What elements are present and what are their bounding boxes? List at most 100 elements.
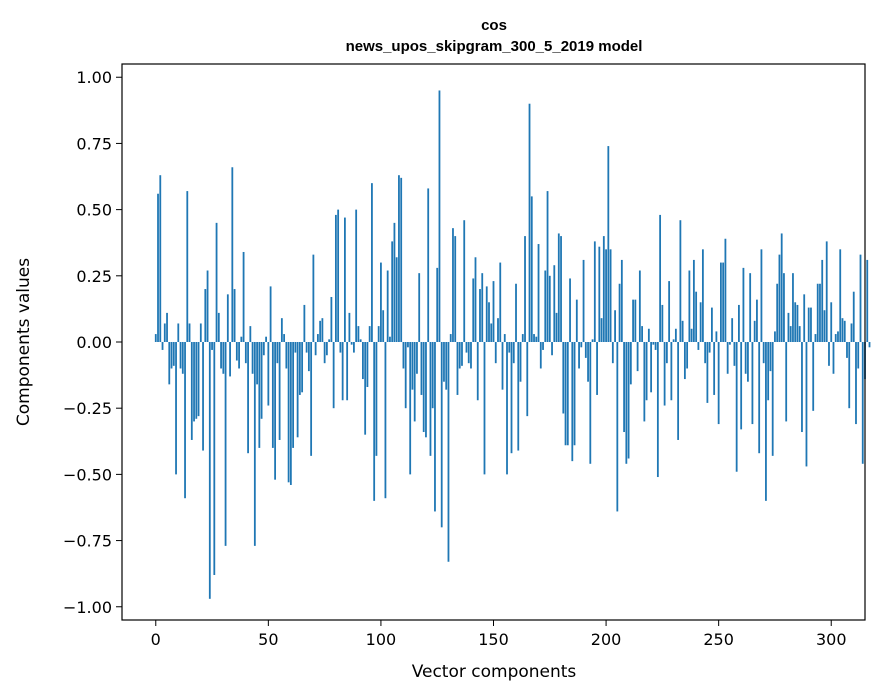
bar xyxy=(249,326,252,342)
bar xyxy=(837,331,839,342)
bar xyxy=(729,342,731,345)
bar xyxy=(742,267,745,342)
bar xyxy=(298,342,301,395)
y-tick-label: 0.00 xyxy=(76,333,112,352)
bar xyxy=(398,175,400,342)
bar xyxy=(735,342,738,472)
bar xyxy=(807,307,810,342)
bar xyxy=(305,342,308,353)
bar xyxy=(449,334,452,342)
bar xyxy=(377,326,380,342)
bar xyxy=(656,342,659,478)
bar xyxy=(796,304,799,342)
bar xyxy=(783,273,785,342)
bar xyxy=(533,334,535,342)
bar xyxy=(787,312,790,342)
x-tick-label: 0 xyxy=(151,630,161,649)
bar xyxy=(598,246,601,342)
bar xyxy=(521,334,524,342)
bar xyxy=(253,342,256,546)
bar xyxy=(690,328,693,342)
bar xyxy=(348,312,351,342)
bar xyxy=(645,342,648,401)
bar xyxy=(785,342,788,422)
bar xyxy=(517,342,520,451)
bar xyxy=(758,342,761,454)
bar xyxy=(557,233,560,342)
bar xyxy=(332,342,335,409)
bar xyxy=(445,342,448,390)
bar xyxy=(452,228,454,342)
x-tick-label: 150 xyxy=(478,630,509,649)
bar xyxy=(229,342,231,377)
bar xyxy=(307,342,310,372)
bar xyxy=(256,342,258,385)
bar xyxy=(564,342,567,446)
bar xyxy=(474,257,477,342)
bar xyxy=(184,342,186,499)
bar xyxy=(476,342,479,401)
bar xyxy=(280,318,283,342)
bar xyxy=(217,312,220,342)
bar xyxy=(740,342,743,430)
bar xyxy=(575,299,578,342)
bar xyxy=(605,249,607,342)
bar xyxy=(747,342,749,382)
bar xyxy=(769,342,772,372)
bar xyxy=(857,342,860,369)
bar xyxy=(632,299,634,342)
x-axis-ticks: 0 50 100 150 200 250 300 xyxy=(151,620,847,649)
bar xyxy=(179,342,182,369)
bar xyxy=(271,342,274,448)
bar xyxy=(569,278,571,342)
bar xyxy=(717,342,720,425)
bar xyxy=(285,342,288,369)
bar xyxy=(659,214,662,342)
y-tick-label: −0.50 xyxy=(63,465,112,484)
bar xyxy=(695,291,698,342)
bar xyxy=(524,236,526,342)
bar xyxy=(454,236,457,342)
bar xyxy=(841,318,844,342)
bar xyxy=(688,270,691,342)
bar xyxy=(834,334,837,342)
bar xyxy=(812,342,815,411)
bar xyxy=(314,342,317,356)
bar xyxy=(319,320,322,342)
bar xyxy=(823,310,826,342)
bar xyxy=(683,342,686,380)
bar xyxy=(485,286,488,342)
bar xyxy=(231,167,234,342)
bar xyxy=(438,90,441,342)
x-tick-label: 250 xyxy=(703,630,734,649)
bar xyxy=(357,326,360,342)
bar xyxy=(566,342,569,446)
bar xyxy=(443,342,445,382)
bar xyxy=(738,304,740,342)
bar xyxy=(519,342,522,382)
bar xyxy=(530,196,533,342)
bar xyxy=(706,342,709,403)
bar xyxy=(582,259,585,342)
y-tick-label: 1.00 xyxy=(76,68,112,87)
bar xyxy=(542,342,544,350)
bar xyxy=(625,342,628,464)
bar xyxy=(571,342,574,462)
bar xyxy=(512,342,515,364)
bar xyxy=(692,259,695,342)
bar xyxy=(816,283,819,342)
bar xyxy=(794,302,797,342)
bar xyxy=(355,209,358,342)
bar xyxy=(866,259,869,342)
bar xyxy=(614,310,616,342)
bar xyxy=(526,342,529,417)
bar xyxy=(177,323,180,342)
bar xyxy=(654,342,657,350)
bar xyxy=(825,241,828,342)
bar xyxy=(508,342,511,353)
bar xyxy=(670,342,673,401)
bar xyxy=(578,342,580,369)
bar xyxy=(528,103,531,343)
bar xyxy=(276,342,279,364)
